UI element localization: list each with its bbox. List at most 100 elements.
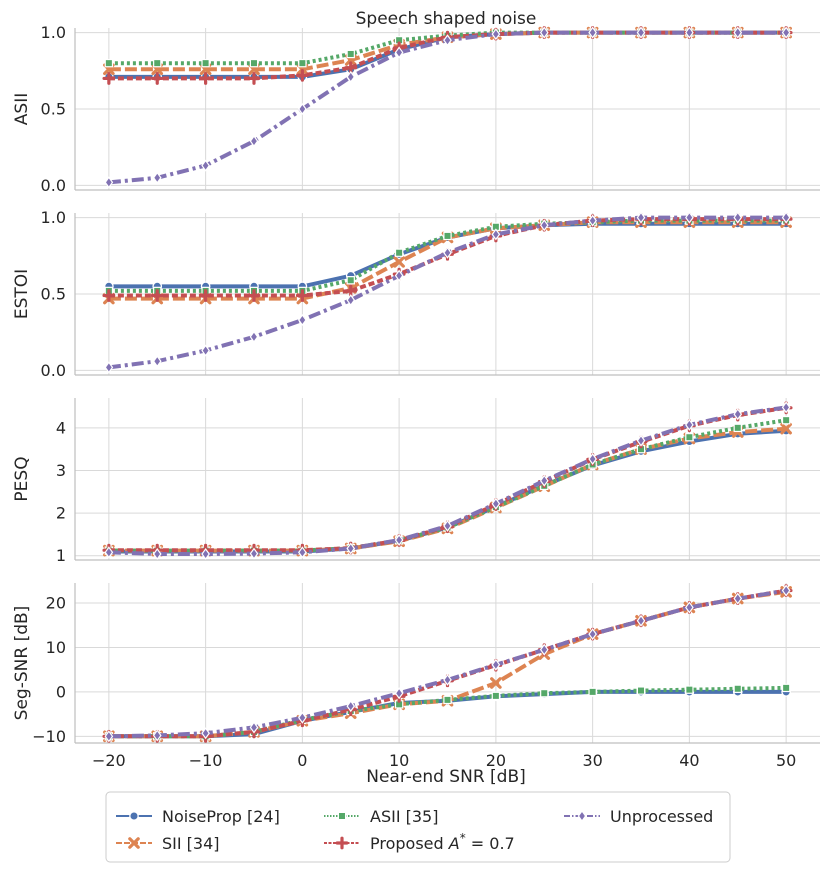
data-point [443,246,452,259]
data-point [733,684,742,693]
panel-seg-snr-db-: −10 0 10 20 Seg-SNR [dB] −20 −10 0 10 20 30 40 50 [12,583,820,770]
legend-label: NoiseProp [24] [162,807,280,826]
data-point [394,46,404,59]
panel-asii: 0.0 0.5 1.0 ASII [12,23,820,195]
data-point [201,344,210,357]
series-unprocessed [104,584,791,743]
data-point [636,686,646,695]
y-tick-label: 2 [56,504,66,523]
data-point [201,159,210,172]
data-point [588,687,597,697]
legend-label: Unprocessed [610,807,713,826]
series-line [108,418,787,553]
data-point [781,584,791,597]
y-tick-label: 1.0 [41,23,66,42]
data-point [249,135,259,148]
data-point [443,231,452,241]
data-point [443,673,452,686]
data-point [298,102,307,116]
y-axis-label: PESQ [12,456,32,501]
data-point [588,26,597,39]
data-point [781,415,791,425]
legend-marker [335,836,349,850]
data-point [733,26,743,39]
legend-marker [128,837,140,849]
legend-frame [105,791,731,863]
data-point [346,70,356,83]
data-point [394,533,404,546]
data-point [394,269,404,282]
data-point [201,727,210,740]
data-point [539,219,549,232]
x-tick-label: −20 [92,751,126,770]
panel-pesq: 1 2 3 4 PESQ [12,398,820,565]
data-point [152,171,162,184]
data-point [152,355,162,368]
data-point [490,677,502,689]
y-axis-label: Seg-SNR [dB] [12,606,32,721]
data-point [539,643,549,656]
data-point [636,614,646,627]
legend-items: NoiseProp [24] SII [34] ASII [35] Proposed … [116,807,713,853]
data-point [199,72,213,85]
data-point [102,72,116,85]
series-line [108,428,787,554]
data-point [298,58,307,68]
data-point [249,330,259,343]
series-line [108,685,787,739]
legend-item-asii-35-: ASII [35] [324,807,438,826]
data-point [733,408,743,421]
y-tick-label: 4 [56,418,66,437]
y-tick-label: 0.5 [41,285,66,304]
legend-marker [129,811,139,821]
data-point [733,211,743,224]
data-point [491,658,501,671]
legend-label: ASII [35] [370,807,438,826]
x-tick-label: 20 [486,751,506,770]
data-point [298,711,307,724]
data-point [539,26,549,39]
y-tick-label: 0.0 [41,176,66,195]
data-point [104,176,114,189]
x-axis-label: Near-end SNR [dB] [366,767,526,787]
data-point [685,211,694,224]
series-line [108,215,787,370]
data-point [346,294,356,307]
data-point [588,628,597,641]
y-tick-label: −10 [32,727,66,746]
data-point [152,729,162,742]
x-tick-label: −10 [189,751,223,770]
data-point [685,433,694,442]
y-tick-label: 0.5 [41,100,66,119]
data-point [588,214,597,227]
legend-item-sii-34-: SII [34] [116,834,220,853]
y-tick-label: 0.0 [41,361,66,380]
data-point [443,519,452,532]
data-point [199,289,213,302]
data-point [685,601,694,614]
data-point [443,695,452,705]
panels: 0.0 0.5 1.0 ASII 0.0 0.5 1.0 ESTOI 1 2 3 4 PESQ −10 0 1… [12,23,820,770]
legend-item-unprocessed: Unprocessed [564,807,713,826]
data-point [249,58,259,68]
data-point [685,418,694,431]
data-point [781,401,791,414]
data-point [152,548,162,561]
data-point [298,546,307,559]
series-line [108,30,787,185]
data-point [102,289,116,302]
y-tick-label: 10 [46,638,66,657]
y-axis-label: ASII [12,93,32,125]
data-point [636,211,646,224]
data-point [394,687,404,700]
data-point [249,547,259,560]
series-unprocessed [104,211,791,374]
data-point [685,26,694,39]
data-point [491,691,501,701]
series-line [108,589,787,739]
data-point [295,289,309,302]
legend-item-proposed: Proposed A* = 0.7 [324,831,515,853]
data-point [636,434,646,447]
legend-label: Proposed A* = 0.7 [370,831,515,853]
series-line [108,588,787,739]
